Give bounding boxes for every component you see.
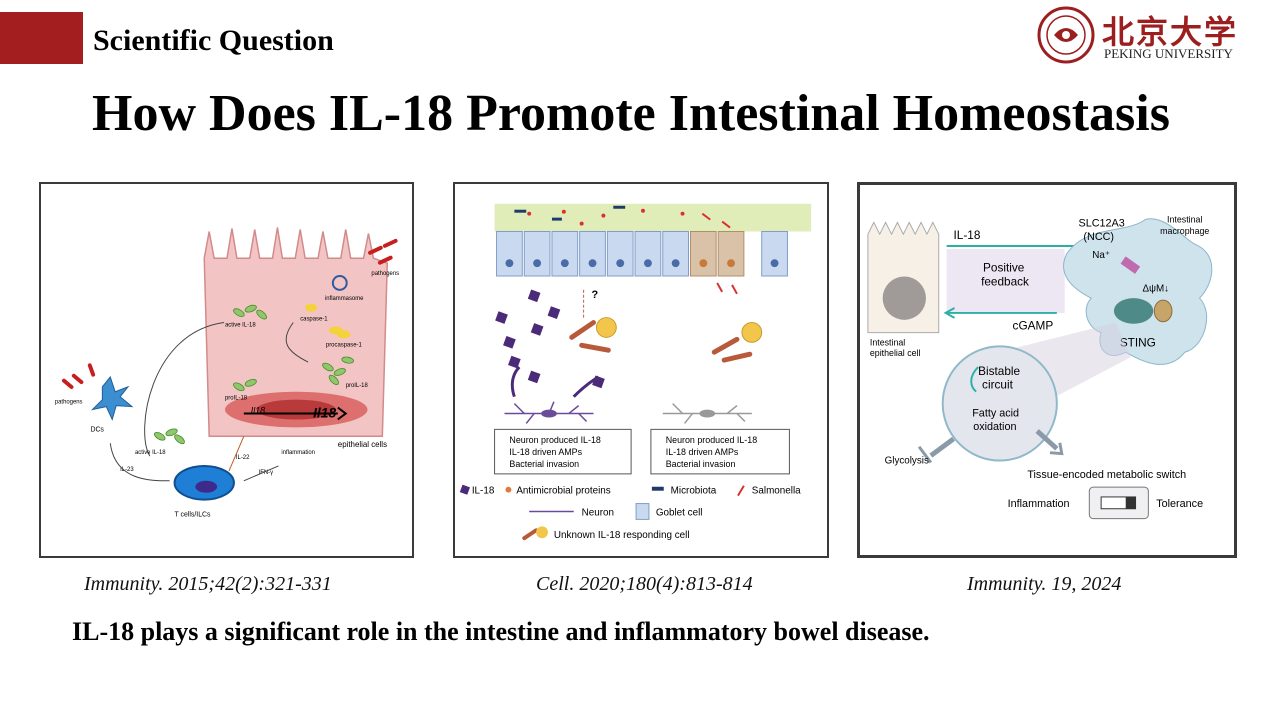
- neuron-il18-diagram: ? Neuron produced IL-18 IL-18 driven AMP…: [459, 203, 812, 541]
- peking-university-logo: 北京大学 PEKING UNIVERSITY: [1036, 5, 1271, 65]
- fao-label-1: Fatty acid: [972, 407, 1019, 419]
- slc-label: SLC12A3: [1078, 217, 1124, 229]
- positive-feedback-2: feedback: [981, 274, 1029, 288]
- il18-molecules: [495, 289, 605, 389]
- inflammation-label: inflammation: [281, 450, 315, 456]
- legend-left-1: Neuron produced IL-18: [509, 435, 600, 445]
- conclusion-text: IL-18 plays a significant role in the in…: [72, 617, 930, 646]
- iec-label-2: epithelial cell: [870, 348, 921, 358]
- positive-feedback-1: Positive: [983, 261, 1025, 275]
- key-il18: IL-18: [472, 486, 495, 497]
- il23-label: IL-23: [120, 467, 134, 473]
- macrophage-label-2: macrophage: [1160, 226, 1209, 236]
- logo-chinese-name: 北京大学: [1102, 13, 1239, 51]
- neuron-grey-icon: [662, 403, 752, 424]
- ifn-gamma-label: IFN-γ: [259, 470, 274, 476]
- il22-label: IL-22: [236, 455, 250, 461]
- pathogens-left-icon: [61, 363, 96, 390]
- iec-label-1: Intestinal: [870, 337, 905, 347]
- cgamp-label: cGAMP: [1013, 319, 1054, 333]
- inflammation-label: Inflammation: [1008, 498, 1070, 510]
- tolerance-label: Tolerance: [1156, 498, 1203, 510]
- na-label: Na⁺: [1092, 250, 1110, 261]
- page-title: How Does IL-18 Promote Intestinal Homeos…: [92, 85, 1170, 142]
- question-mark: ?: [592, 289, 599, 301]
- key-microbiota: Microbiota: [671, 486, 717, 497]
- key-goblet: Goblet cell: [656, 507, 703, 518]
- legend-right-1: Neuron produced IL-18: [666, 435, 757, 445]
- macrophage-label-1: Intestinal: [1167, 214, 1202, 224]
- procaspase1-label: procaspase-1: [326, 342, 362, 348]
- figure-panel-cell-2020: ? Neuron produced IL-18 IL-18 driven AMP…: [453, 182, 829, 558]
- ncc-label: (NCC): [1083, 231, 1114, 243]
- bistable-label-1: Bistable: [978, 364, 1020, 378]
- citation-immunity-2024: Immunity. 19, 2024: [967, 573, 1122, 595]
- section-title: Scientific Question: [93, 24, 334, 57]
- key-neuron: Neuron: [582, 507, 614, 518]
- pathogens-icon: [368, 238, 398, 265]
- inflammasome-label: inflammasome: [325, 296, 364, 302]
- dcs-label: DCs: [90, 426, 104, 433]
- inflammasome-icon: [331, 275, 348, 291]
- metabolic-switch-diagram: Intestinal epithelial cell IL-18 Positiv…: [867, 214, 1213, 520]
- legend-right-3: Bacterial invasion: [666, 459, 736, 469]
- legend-left-2: IL-18 driven AMPs: [509, 447, 582, 457]
- dpsi-label: ΔψM↓: [1142, 283, 1169, 294]
- sting-label: STING: [1120, 335, 1156, 349]
- il18-epithelial-diagram: Il18 Il18 pathogens inflammasome caspase…: [55, 227, 399, 518]
- citation-immunity-2015: Immunity. 2015;42(2):321-331: [84, 573, 332, 595]
- bistable-label-2: circuit: [982, 378, 1014, 392]
- legend-right-2: IL-18 driven AMPs: [666, 447, 739, 457]
- caspase1-label: caspase-1: [300, 317, 327, 323]
- fao-label-2: oxidation: [973, 421, 1016, 433]
- logo-english-name: PEKING UNIVERSITY: [1104, 46, 1233, 61]
- t-cells-ilcs-label: T cells/ILCs: [175, 511, 211, 518]
- active-il18-top-label: active IL-18: [225, 322, 256, 328]
- legend-left-3: Bacterial invasion: [509, 459, 579, 469]
- key-salmonella: Salmonella: [752, 486, 801, 497]
- figure-panel-immunity-2015: Il18 Il18 pathogens inflammasome caspase…: [39, 182, 414, 558]
- key-unknown-cell: Unknown IL-18 responding cell: [554, 530, 690, 541]
- citation-cell-2020: Cell. 2020;180(4):813-814: [536, 573, 753, 595]
- key-amp: Antimicrobial proteins: [516, 486, 610, 497]
- gene-il18-small: Il18: [251, 406, 265, 416]
- il18-label: IL-18: [954, 228, 981, 242]
- pathogens-label-left: pathogens: [55, 400, 83, 406]
- university-seal-icon: [1037, 6, 1095, 64]
- metabolic-switch-label: Tissue-encoded metabolic switch: [1027, 469, 1186, 481]
- glycolysis-label: Glycolysis: [885, 455, 929, 466]
- active-il18-bottom-label: active IL-18: [135, 450, 166, 456]
- pathogens-label-top: pathogens: [371, 271, 399, 277]
- figure-panel-immunity-2024: Intestinal epithelial cell IL-18 Positiv…: [857, 182, 1237, 558]
- header-accent-bar: [0, 12, 83, 64]
- gene-il18-large: Il18: [313, 404, 336, 420]
- proil18-right-label: proIL-18: [346, 383, 369, 389]
- dendritic-cell-icon: [90, 375, 134, 421]
- proil18-left-label: proIL-18: [225, 396, 248, 402]
- epithelial-cells-label: epithelial cells: [338, 440, 387, 449]
